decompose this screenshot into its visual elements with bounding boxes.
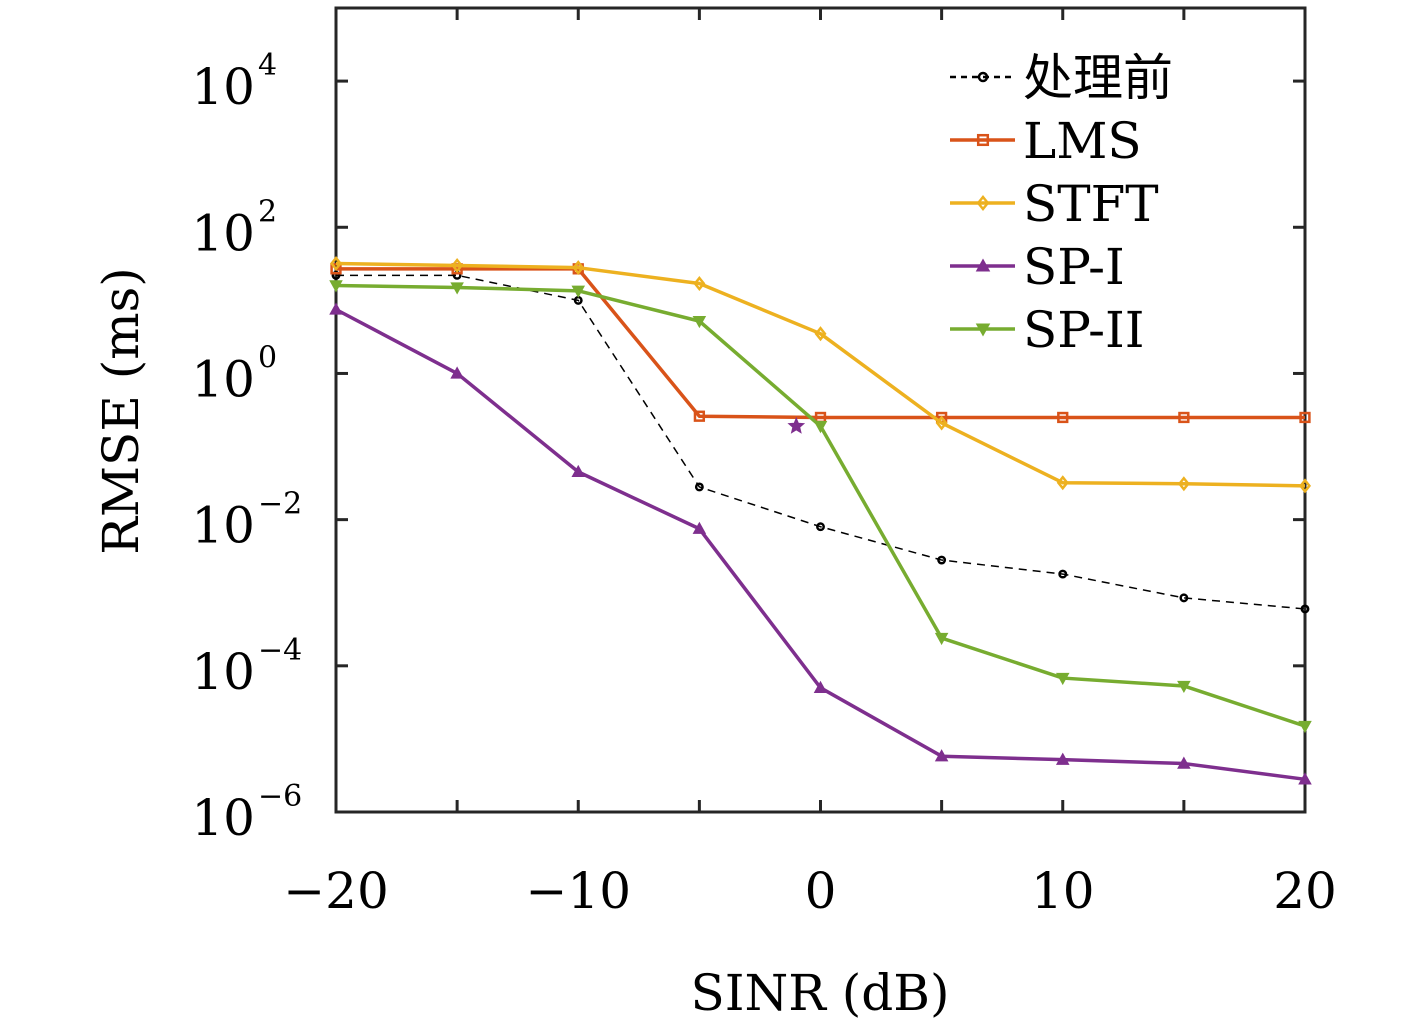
data-point [1298, 772, 1312, 785]
x-tick-label: −20 [283, 862, 389, 920]
series-2 [329, 255, 1312, 494]
y-tick-label: 10 [191, 204, 255, 262]
data-point [693, 276, 706, 292]
legend-marker [975, 258, 991, 272]
data-point [1300, 604, 1310, 614]
series-group [329, 255, 1312, 785]
annotation-marker [787, 416, 806, 434]
legend-marker [977, 71, 989, 83]
x-tick-label: 10 [1031, 862, 1095, 920]
y-tick-label: 10 [191, 789, 255, 847]
data-point [1298, 720, 1312, 734]
legend-item: LMS [950, 112, 1142, 170]
data-point [935, 415, 948, 431]
series-line [335, 283, 1306, 728]
data-point [814, 326, 827, 342]
legend-label: SP-I [1023, 238, 1125, 296]
data-point [692, 315, 707, 329]
y-tick-exponent: −6 [258, 779, 302, 814]
legend-item: SP-II [950, 301, 1145, 359]
y-tick-exponent: 2 [258, 194, 277, 229]
y-tick-label: 10 [191, 643, 255, 701]
y-tick-exponent: −4 [258, 633, 302, 668]
data-point [1177, 680, 1191, 694]
series-4 [329, 280, 1312, 734]
data-point [813, 421, 828, 434]
x-axis-label: SINR (dB) [690, 964, 949, 1022]
data-point [450, 282, 464, 295]
data-point [693, 410, 706, 422]
data-point [1056, 475, 1069, 491]
data-point [1057, 411, 1069, 424]
y-tick-exponent: 0 [258, 340, 277, 375]
y-axis-label: RMSE (ms) [92, 267, 150, 555]
data-point [1177, 476, 1190, 492]
data-point [937, 555, 947, 565]
series-line [336, 274, 1306, 610]
data-point [934, 632, 949, 646]
series-line [336, 267, 1305, 420]
data-point [1177, 756, 1191, 769]
data-point [329, 302, 343, 315]
x-tick-label: −10 [525, 862, 631, 920]
data-point [571, 464, 586, 478]
legend-item: 处理前 [950, 49, 1173, 107]
legend-marker [976, 194, 990, 212]
data-point [1298, 478, 1312, 494]
x-tick-label: 0 [805, 862, 837, 920]
x-tick-label: 20 [1273, 862, 1337, 920]
series-line [335, 307, 1306, 782]
data-point [329, 280, 343, 293]
legend-item: SP-I [950, 238, 1125, 296]
annotation-group [787, 416, 806, 434]
data-point [572, 260, 585, 276]
legend-label: STFT [1023, 175, 1159, 233]
series-3 [329, 302, 1312, 785]
legend-item: STFT [950, 175, 1159, 233]
data-point [1055, 752, 1070, 765]
data-point [692, 521, 707, 534]
data-point [1058, 569, 1068, 579]
data-point [816, 522, 825, 532]
y-tick-label: 10 [191, 350, 255, 408]
legend-label: 处理前 [1023, 49, 1173, 107]
data-point [450, 366, 464, 379]
series-line [335, 261, 1306, 488]
legend-marker [976, 133, 990, 147]
legend-marker [975, 323, 991, 337]
data-point [1179, 593, 1189, 603]
legend-label: LMS [1023, 112, 1142, 170]
data-point [934, 749, 949, 762]
data-point [571, 285, 586, 298]
data-point [451, 257, 464, 273]
y-tick-label: 10 [191, 58, 255, 116]
data-point [1178, 411, 1190, 424]
y-tick-exponent: 4 [258, 48, 277, 83]
data-point [694, 482, 704, 492]
data-point [1299, 411, 1311, 424]
series-0 [331, 270, 1310, 614]
data-point [1055, 672, 1070, 686]
y-tick-exponent: −2 [258, 487, 302, 522]
legend-label: SP-II [1023, 301, 1145, 359]
y-tick-label: 10 [191, 497, 255, 555]
data-point [329, 255, 343, 271]
data-point [813, 680, 828, 693]
